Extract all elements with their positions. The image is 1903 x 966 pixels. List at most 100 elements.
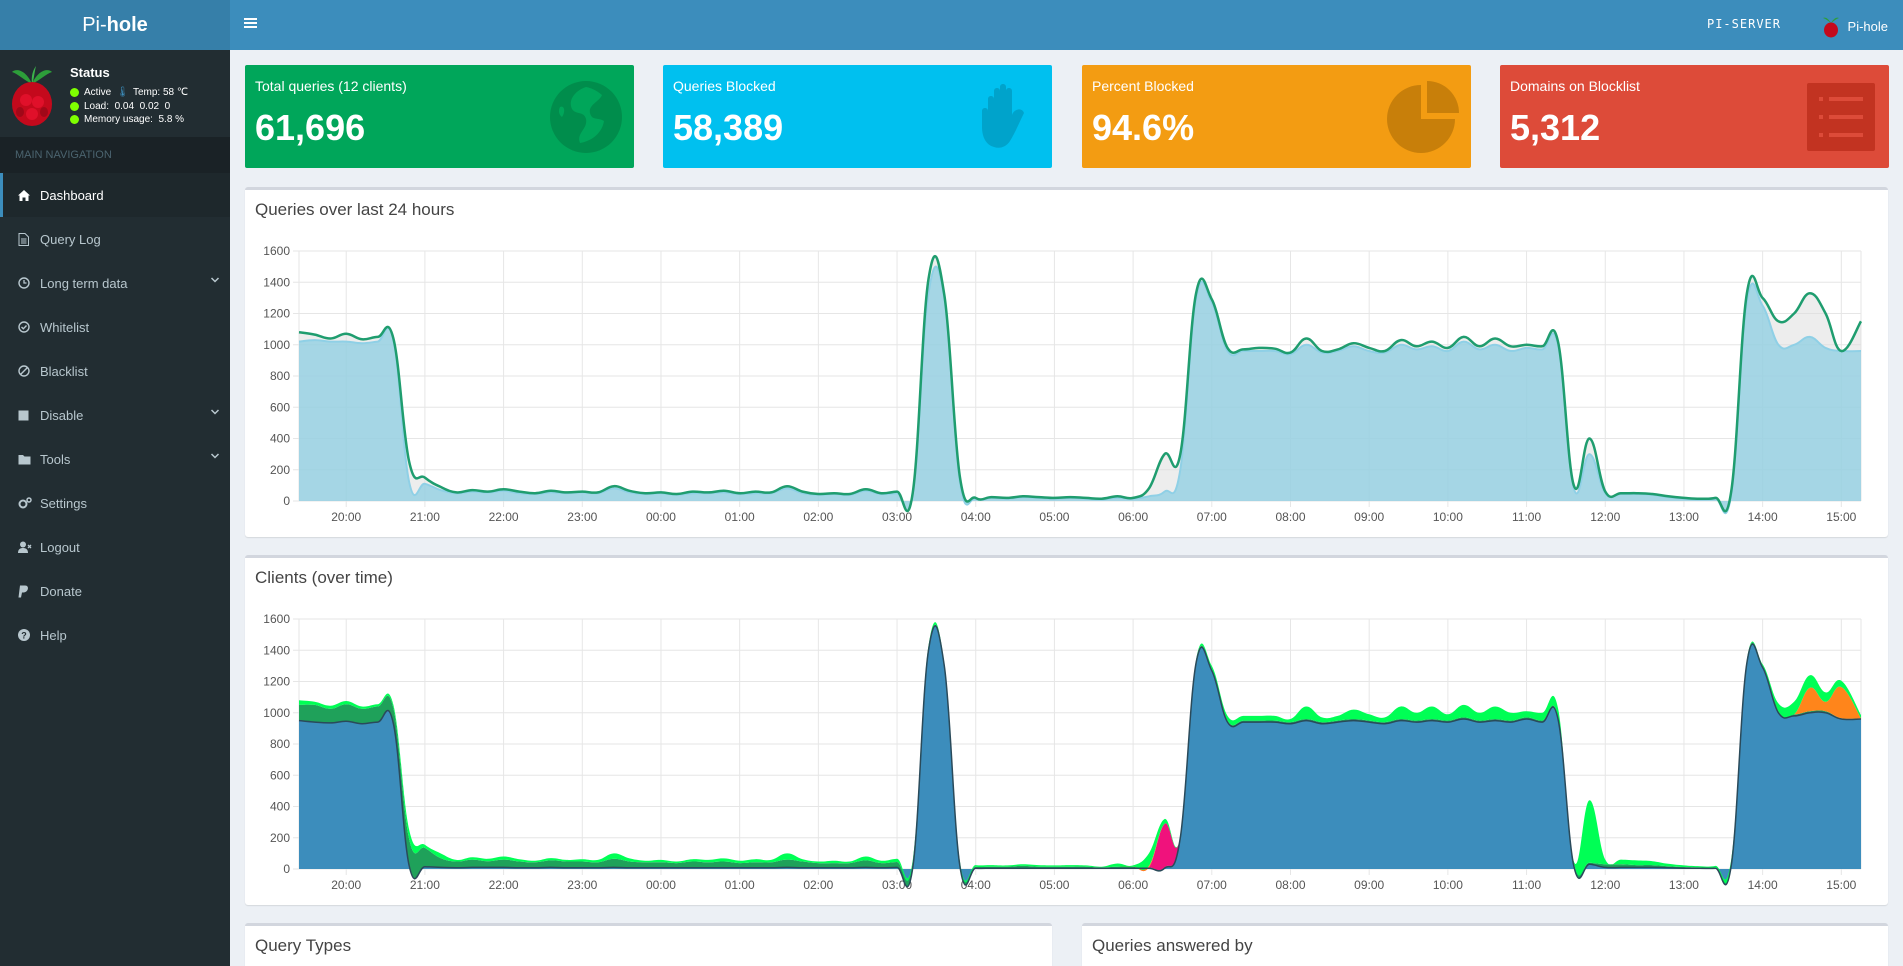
x-tick-label: 11:00 [1512,878,1541,892]
nav-item-logout[interactable]: Logout [0,525,230,569]
svg-text:?: ? [21,630,27,640]
y-tick-label: 0 [283,862,290,876]
file-icon [18,232,40,246]
x-tick-label: 05:00 [1039,878,1069,892]
gears-icon [18,497,40,509]
y-tick-label: 800 [270,737,290,751]
y-tick-label: 1200 [263,675,290,689]
x-tick-label: 10:00 [1433,510,1463,524]
nav-item-help[interactable]: ? Help [0,613,230,657]
x-tick-label: 03:00 [882,510,912,524]
blocked-queries-line [298,265,1862,514]
nav-item-whitelist[interactable]: Whitelist [0,305,230,349]
nav-item-donate[interactable]: Donate [0,569,230,613]
x-tick-label: 00:00 [646,510,676,524]
x-tick-label: 14:00 [1748,878,1778,892]
x-tick-label: 06:00 [1118,510,1148,524]
status-panel: Status Active 🌡︎ Temp: 58 ℃ Load: 0.04 0… [0,50,230,137]
globe-icon [550,81,622,153]
stop-icon [18,410,40,421]
clock-icon [18,277,40,289]
x-tick-label: 08:00 [1275,510,1305,524]
x-tick-label: 02:00 [803,510,833,524]
nav-label-whitelist: Whitelist [40,319,90,335]
answered-by-title: Queries answered by [1092,936,1253,955]
status-load-line: Load: 0.04 0.02 0 [70,100,188,114]
status-title: Status [70,65,110,80]
load-dot-icon [70,101,79,111]
x-tick-label: 15:00 [1826,878,1856,892]
x-tick-label: 05:00 [1039,510,1069,524]
nav-item-long-term-data[interactable]: Long term data [0,261,230,305]
clients-chart-title: Clients (over time) [255,568,393,587]
sidebar-toggle-icon[interactable] [244,17,257,29]
x-tick-label: 22:00 [489,878,519,892]
x-tick-label: 11:00 [1512,510,1541,524]
domains-blocklist-box[interactable]: Domains on Blocklist 5,312 [1500,65,1889,168]
x-tick-label: 21:00 [410,878,440,892]
user-menu[interactable]: Pi-hole [1822,14,1888,38]
server-name: PI-SERVER [1706,17,1781,31]
nav-label-logout: Logout [40,539,80,555]
x-tick-label: 09:00 [1354,878,1384,892]
x-tick-label: 09:00 [1354,510,1384,524]
y-tick-label: 400 [270,432,290,446]
nav-item-settings[interactable]: Settings [0,481,230,525]
chevron-down-icon [210,277,220,283]
ban-icon [18,365,40,377]
nav-label-donate: Donate [40,583,82,599]
nav-item-tools[interactable]: Tools [0,437,230,481]
nav-item-query-log[interactable]: Query Log [0,217,230,261]
top-navbar: PI-SERVER Pi-hole [230,0,1903,50]
x-tick-label: 13:00 [1669,878,1699,892]
x-tick-label: 23:00 [567,878,597,892]
queries-blocked-label: Queries Blocked [673,78,776,94]
y-tick-label: 600 [270,768,290,782]
nav-item-disable[interactable]: Disable [0,393,230,437]
app-logo[interactable]: Pi-hole [0,0,230,50]
check-circle-icon [18,321,40,333]
x-tick-label: 06:00 [1118,878,1148,892]
y-tick-label: 0 [283,494,290,508]
queries-over-time-chart[interactable]: 0 200 400 600 800 1000 1200 1400 1600 20:00 21:00 2… [245,190,1888,537]
memory-dot-icon [70,115,79,125]
domains-blocklist-label: Domains on Blocklist [1510,78,1640,94]
x-tick-label: 07:00 [1197,878,1227,892]
x-tick-label: 10:00 [1433,878,1463,892]
status-block: Status Active 🌡︎ Temp: 58 ℃ Load: 0.04 0… [70,65,188,127]
y-tick-label: 1200 [263,307,290,321]
y-tick-label: 1000 [263,706,290,720]
y-tick-label: 200 [270,463,290,477]
x-tick-label: 20:00 [331,510,361,524]
nav-item-blacklist[interactable]: Blacklist [0,349,230,393]
hand-stop-icon [982,84,1024,148]
sidebar: Pi-hole Status Active 🌡︎ Temp: 58 ℃ Lo [0,0,230,966]
y-tick-label: 1600 [263,612,290,626]
queries-chart-title: Queries over last 24 hours [255,200,455,219]
active-dot-icon [70,88,79,98]
queries-blocked-box[interactable]: Queries Blocked 58,389 [663,65,1052,168]
home-icon [18,189,40,201]
queries-blocked-value: 58,389 [673,107,784,148]
x-tick-label: 04:00 [961,510,991,524]
x-tick-label: 20:00 [331,878,361,892]
status-temp: Temp: 58 ℃ [132,87,189,99]
nav-label-tools: Tools [40,451,71,467]
nav-item-dashboard[interactable]: Dashboard [0,173,230,217]
status-load: Load: 0.04 0.02 0 [84,100,171,112]
percent-blocked-box[interactable]: Percent Blocked 94.6% [1082,65,1471,168]
x-tick-label: 02:00 [803,878,833,892]
client-series-area-0 [299,625,1861,887]
total-queries-box[interactable]: Total queries (12 clients) 61,696 [245,65,634,168]
clients-over-time-chart[interactable]: 0 200 400 600 800 1000 1200 1400 1600 20:00 21:00 2… [245,558,1888,905]
total-queries-label: Total queries (12 clients) [255,78,407,94]
nav-label-dashboard: Dashboard [40,187,104,203]
brand-suffix: hole [106,13,148,36]
x-tick-label: 01:00 [725,878,755,892]
nav-label-long-term-data: Long term data [40,275,128,291]
blocked-queries-area [299,266,1861,514]
query-types-title: Query Types [255,936,352,955]
x-tick-label: 13:00 [1669,510,1699,524]
client-series-area-1 [299,624,1861,887]
y-tick-label: 1600 [263,244,290,258]
